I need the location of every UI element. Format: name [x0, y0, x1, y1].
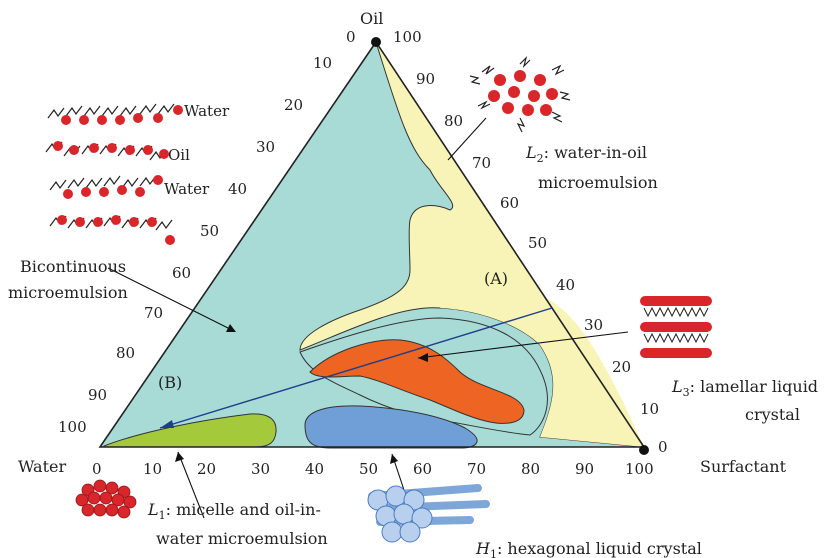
- l3-pointer-line: [417, 331, 629, 359]
- left-tick: 90: [88, 386, 107, 404]
- bicont-label-line2: microemulsion: [8, 283, 128, 302]
- tie-line: [159, 307, 553, 429]
- right-tick: 100: [393, 28, 422, 46]
- right-tick: 70: [472, 154, 491, 172]
- l1-label-line2: water microemulsion: [156, 529, 328, 548]
- right-tick: 10: [640, 400, 659, 418]
- l3-label-line2: crystal: [745, 405, 800, 424]
- surfactant-vertex-label: Surfactant: [700, 457, 787, 476]
- layer-water-label-1: Water: [184, 102, 230, 120]
- right-tick: 0: [658, 438, 668, 456]
- left-tick: 10: [313, 54, 332, 72]
- bottom-tick: 10: [143, 460, 162, 478]
- h1-arrowhead: [390, 454, 398, 464]
- l3-label: L3: lamellar liquid: [671, 377, 818, 399]
- l1-region: [103, 413, 277, 448]
- oil-vertex-dot: [371, 37, 381, 47]
- left-tick: 100: [58, 418, 87, 436]
- l3-subscript: 3: [683, 386, 690, 399]
- l1-arrowhead: [175, 452, 184, 462]
- bicont-arrowhead: [226, 324, 236, 332]
- right-tick: 50: [528, 234, 547, 252]
- left-tick: 30: [256, 138, 275, 156]
- lamellar-stack-icon: [640, 296, 712, 358]
- l1-pointer-line: [177, 451, 205, 519]
- l1-subscript: 1: [159, 509, 166, 522]
- right-tick: 90: [416, 70, 435, 88]
- l2-label-line2: microemulsion: [538, 173, 658, 192]
- right-tick: 20: [612, 358, 631, 376]
- bottom-tick: 0: [92, 460, 102, 478]
- left-tick: 60: [172, 264, 191, 282]
- l2-subscript: 2: [537, 152, 544, 165]
- bottom-tick: 40: [305, 460, 324, 478]
- h1-desc: : hexagonal liquid crystal: [497, 539, 702, 558]
- l3-arrowhead: [418, 353, 428, 362]
- bottom-tick: 70: [467, 460, 486, 478]
- right-tick: 80: [444, 112, 463, 130]
- surfactant-layer-icon: [45, 103, 183, 245]
- h1-subscript: 1: [490, 548, 497, 558]
- left-tick: 80: [116, 344, 135, 362]
- right-tick: 30: [584, 316, 603, 334]
- bottom-tick: 80: [521, 460, 540, 478]
- tie-line-arrowhead: [160, 420, 174, 428]
- micelle-cluster-icon: [75, 479, 137, 519]
- bottom-tick: 50: [359, 460, 378, 478]
- water-vertex-label: Water: [18, 457, 66, 476]
- reverse-micelle-icon: [469, 56, 571, 133]
- layer-oil-label: Oil: [168, 146, 190, 164]
- l3-region: [309, 339, 525, 424]
- h1-symbol: H: [475, 539, 491, 558]
- left-tick: 0: [346, 28, 356, 46]
- l1-label: L1: micelle and oil-in-: [147, 500, 321, 522]
- layer-water-label-2: Water: [164, 180, 210, 198]
- h1-label: H1: hexagonal liquid crystal: [475, 539, 702, 558]
- bottom-tick: 60: [413, 460, 432, 478]
- right-tick: 60: [500, 194, 519, 212]
- bottom-tick: 20: [197, 460, 216, 478]
- l1-symbol: L: [147, 500, 159, 519]
- l1-desc: : micelle and oil-in-: [166, 500, 321, 519]
- l2-symbol: L: [525, 143, 537, 162]
- bicont-label-line1: Bicontinuous: [20, 257, 126, 276]
- right-tick: 40: [556, 276, 575, 294]
- l3-desc: : lamellar liquid: [690, 377, 818, 396]
- left-tick: 70: [144, 304, 163, 322]
- left-tick: 20: [284, 96, 303, 114]
- bicont-pointer-line: [107, 267, 233, 331]
- left-axis-ticks: 0 10 20 30 40 50 60 70 80 90 100: [58, 28, 356, 436]
- bottom-axis-ticks: 0 10 20 30 40 50 60 70 80 90 100: [92, 460, 654, 478]
- region-a-label: (A): [484, 269, 508, 288]
- surfactant-vertex-dot: [639, 445, 649, 455]
- bottom-tick: 90: [575, 460, 594, 478]
- triangle-outline: [98, 40, 646, 448]
- l2-label: L2: water-in-oil: [525, 143, 647, 165]
- bottom-tick: 30: [251, 460, 270, 478]
- l2-pointer-line: [447, 117, 487, 161]
- bottom-tick: 100: [625, 460, 654, 478]
- left-tick: 50: [200, 222, 219, 240]
- l3-symbol: L: [671, 377, 683, 396]
- left-tick: 40: [228, 180, 247, 198]
- right-axis-ticks: 100 90 80 70 60 50 40 30 20 10 0: [393, 28, 668, 456]
- hexagonal-rods-icon: [367, 484, 490, 543]
- region-b-label: (B): [158, 373, 182, 392]
- oil-vertex-label: Oil: [360, 9, 383, 28]
- l2-desc: : water-in-oil: [544, 143, 647, 162]
